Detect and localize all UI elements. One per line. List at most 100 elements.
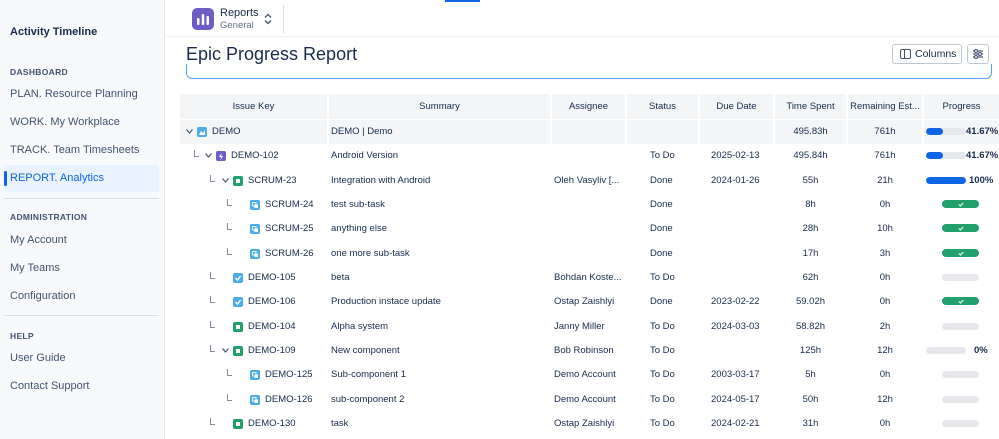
columns-button-label: Columns (915, 48, 957, 60)
sidebar-item-resource-planning[interactable]: PLAN. Resource Planning (10, 88, 138, 100)
status-cell: To Do (650, 321, 675, 332)
table-row[interactable]: DEMO-109 New component Bob Robinson To Do 12… (180, 339, 999, 363)
subtask-issue-icon (250, 249, 260, 259)
table-row[interactable]: DEMO DEMO | Demo 495.83h 761h 41.67% (180, 120, 999, 144)
issue-key[interactable]: SCRUM-23 (248, 175, 297, 186)
issue-key[interactable]: SCRUM-25 (265, 223, 314, 234)
column-header-status[interactable]: Status (627, 94, 698, 119)
done-progress-icon (942, 224, 979, 232)
column-header-assignee[interactable]: Assignee (552, 94, 625, 119)
assignee-cell: Ostap Zaishlyi (554, 296, 615, 307)
done-progress-icon (942, 200, 979, 208)
table-row[interactable]: DEMO-105 beta Bohdan Koste... To Do 62h 0h (180, 266, 999, 290)
time-spent-cell: 495.83h (793, 126, 828, 137)
column-header-time-spent[interactable]: Time Spent (775, 94, 846, 119)
column-header-progress[interactable]: Progress (924, 94, 999, 119)
column-header-due-date[interactable]: Due Date (700, 94, 773, 119)
assignee-cell (554, 193, 624, 217)
summary-cell: New component (331, 345, 400, 356)
status-cell: Done (650, 223, 673, 234)
sidebar-item-contact-support[interactable]: Contact Support (10, 380, 90, 392)
issue-key[interactable]: DEMO-130 (248, 418, 296, 429)
sidebar-divider (4, 198, 159, 199)
table-row[interactable]: SCRUM-23 Integration with Android Oleh Vas… (180, 169, 999, 193)
project-switcher[interactable]: Reports General (186, 5, 284, 33)
app-title: Activity Timeline (10, 26, 98, 38)
assignee-cell: Ostap Zaishlyi (554, 418, 615, 429)
progress-bar-fill (926, 128, 943, 135)
sidebar-item-my-workplace[interactable]: WORK. My Workplace (10, 116, 120, 128)
sidebar-item-configuration[interactable]: Configuration (10, 290, 76, 302)
column-separator (327, 120, 329, 144)
table-row[interactable]: SCRUM-26 one more sub-task Done 17h 3h (180, 242, 999, 266)
time-spent-cell: 495.84h (793, 150, 828, 161)
sidebar-item-my-teams[interactable]: My Teams (10, 262, 60, 274)
issue-key[interactable]: SCRUM-24 (265, 199, 314, 210)
progress-bar (942, 396, 979, 403)
column-header-issue-key[interactable]: Issue Key (180, 94, 327, 119)
issue-key[interactable]: DEMO-125 (265, 369, 313, 380)
table-row[interactable]: DEMO-125 Sub-component 1 Demo Account To Do… (180, 363, 999, 387)
progress-bar (926, 152, 966, 159)
due-date-cell: 2003-03-17 (711, 369, 760, 380)
remaining-estimate-cell: 0h (879, 418, 891, 429)
table-row[interactable]: DEMO-126 sub-component 2 Demo Account To Do… (180, 388, 999, 412)
table-header: Issue Key Summary Assignee Status Due Da… (180, 94, 999, 119)
column-header-summary[interactable]: Summary (329, 94, 550, 119)
page-title: Epic Progress Report (186, 44, 358, 64)
remaining-estimate-cell: 12h (877, 394, 893, 405)
sidebar-item-user-guide[interactable]: User Guide (10, 352, 66, 364)
settings-button[interactable] (967, 44, 989, 64)
assignee-cell (554, 144, 624, 168)
due-date-cell (711, 339, 773, 363)
chevron-down-icon[interactable] (205, 144, 212, 168)
sidebar-item-analytics[interactable]: REPORT. Analytics (4, 165, 159, 192)
issue-key[interactable]: DEMO-104 (248, 321, 296, 332)
columns-button[interactable]: Columns (892, 44, 962, 64)
due-date-cell (711, 266, 773, 290)
filter-panel[interactable] (186, 64, 992, 79)
status-cell (650, 120, 698, 144)
assignee-cell: Bohdan Koste... (554, 272, 622, 283)
column-header-remaining-estimate[interactable]: Remaining Est... (848, 94, 922, 119)
summary-cell: Integration with Android (331, 175, 431, 186)
issue-key[interactable]: DEMO-106 (248, 296, 296, 307)
table-row[interactable]: DEMO-104 Alpha system Janny Miller To Do 202… (180, 315, 999, 339)
summary-cell: one more sub-task (331, 248, 410, 259)
tree-connector (227, 248, 232, 255)
issue-key[interactable]: DEMO-109 (248, 345, 296, 356)
chevron-down-icon[interactable] (222, 169, 229, 193)
time-spent-cell: 125h (799, 345, 822, 356)
chevron-down-icon[interactable] (222, 339, 229, 363)
summary-cell: sub-component 2 (331, 394, 405, 405)
chevron-down-icon[interactable] (186, 120, 193, 144)
assignee-cell: Demo Account (554, 369, 616, 380)
sidebar-item-my-account[interactable]: My Account (10, 234, 67, 246)
tree-connector (210, 321, 215, 328)
due-date-cell (711, 217, 773, 241)
status-cell: To Do (650, 394, 675, 405)
issue-key[interactable]: DEMO (212, 126, 241, 137)
remaining-estimate-cell: 10h (877, 223, 893, 234)
table-row[interactable]: DEMO-106 Production instace update Ostap Z… (180, 290, 999, 314)
issue-key[interactable]: DEMO-105 (248, 272, 296, 283)
section-administration: ADMINISTRATION (10, 212, 88, 222)
table-row[interactable]: SCRUM-24 test sub-task Done 8h 0h (180, 193, 999, 217)
sidebar: Activity Timeline DASHBOARD PLAN. Resour… (0, 0, 165, 439)
remaining-estimate-cell: 2h (879, 321, 891, 332)
issue-key[interactable]: DEMO-126 (265, 394, 313, 405)
summary-cell: test sub-task (331, 199, 385, 210)
summary-cell: task (331, 418, 349, 429)
issue-key[interactable]: DEMO-102 (231, 150, 279, 161)
progress-label: 0% (974, 345, 988, 356)
due-date-cell (711, 242, 773, 266)
progress-label: 100% (969, 175, 994, 186)
tab-indicator (445, 0, 480, 2)
table-row[interactable]: DEMO-102 Android Version To Do 2025-02-13 49… (180, 144, 999, 168)
table-row[interactable]: DEMO-130 task Ostap Zaishlyi To Do 2024-02-2… (180, 412, 999, 436)
sidebar-item-team-timesheets[interactable]: TRACK. Team Timesheets (10, 144, 140, 156)
story-issue-icon (233, 322, 243, 332)
project-issue-icon (197, 127, 207, 137)
table-row[interactable]: SCRUM-25 anything else Done 28h 10h (180, 217, 999, 241)
issue-key[interactable]: SCRUM-26 (265, 248, 314, 259)
